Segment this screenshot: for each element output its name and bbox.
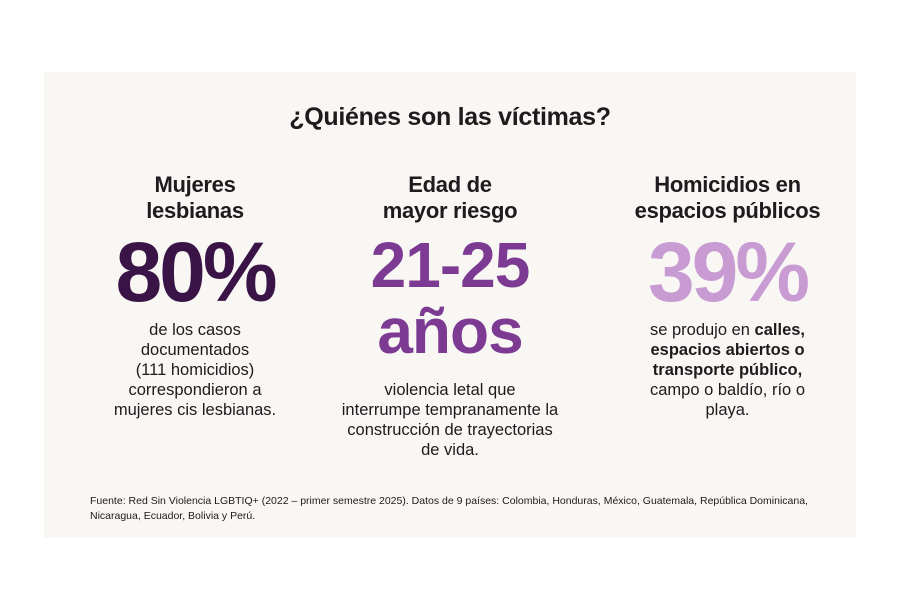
desc-text: se produjo en (649, 321, 755, 339)
footnote-line: Nicaragua, Ecuador, Bolivia y Perú. (90, 510, 256, 522)
desc-emphasis: calles, (754, 321, 806, 339)
stat-heading-line: Homicidios en (654, 172, 801, 197)
footnote-line: Fuente: Red Sin Violencia LGBTIQ+ (2022 … (90, 495, 808, 507)
desc-line: documentados (140, 341, 250, 359)
stat-heading: Edad de mayor riesgo (325, 172, 575, 224)
stat-heading: Mujeres lesbianas (70, 172, 320, 224)
stat-heading-line: Mujeres (154, 172, 236, 197)
desc-line: mujeres cis lesbianas. (113, 401, 277, 419)
desc-text: playa. (705, 401, 750, 419)
stat-description: se produjo en calles, espacios abiertos … (605, 320, 850, 420)
stat-heading: Homicidios en espacios públicos (605, 172, 850, 224)
stat-value: 39% (647, 225, 810, 319)
stat-value: 80% (115, 225, 277, 319)
stat-heading-line: mayor riesgo (382, 198, 518, 223)
stat-value-line: 21-25 (370, 229, 531, 301)
infographic-title: ¿Quiénes son las víctimas? (289, 103, 611, 131)
stat-heading-line: Edad de (408, 172, 492, 197)
desc-emphasis: transporte público, (652, 361, 803, 379)
stat-heading-line: espacios públicos (634, 198, 821, 223)
stat-lesbian-women: Mujeres lesbianas 80% de los casos docum… (70, 172, 320, 420)
stat-age-risk: Edad de mayor riesgo 21-25 años violenci… (325, 172, 575, 460)
stat-public-spaces: Homicidios en espacios públicos 39% se p… (605, 172, 850, 420)
stat-heading-line: lesbianas (146, 198, 244, 223)
desc-line: de los casos (149, 321, 241, 339)
desc-emphasis: espacios abiertos o (650, 341, 805, 359)
desc-line: (111 homicidios) (135, 361, 255, 379)
stat-value: 21-25 años (325, 232, 575, 364)
stat-description: de los casos documentados (111 homicidio… (70, 320, 320, 420)
desc-text: campo o baldío, río o (649, 381, 805, 399)
desc-line: construcción de trayectorias (347, 421, 553, 439)
source-footnote: Fuente: Red Sin Violencia LGBTIQ+ (2022 … (90, 494, 840, 524)
desc-line: violencia letal que (384, 381, 516, 399)
desc-line: de vida. (421, 441, 479, 459)
desc-line: interrumpe tempranamente la (341, 401, 559, 419)
infographic-card (44, 72, 856, 538)
desc-line: correspondieron a (128, 381, 262, 399)
stat-description: violencia letal que interrumpe tempranam… (325, 380, 575, 460)
stat-value-line: años (377, 295, 523, 367)
